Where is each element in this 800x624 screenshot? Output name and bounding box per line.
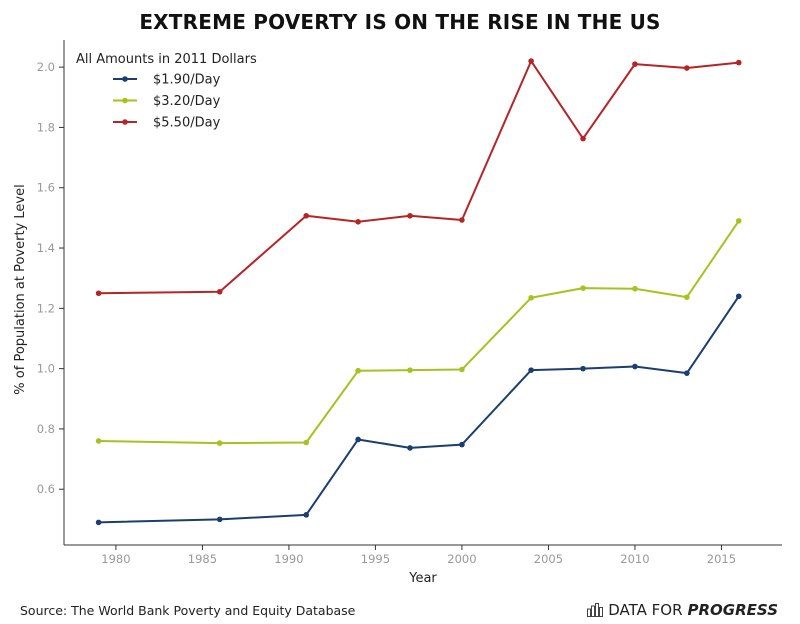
y-tick-label: 1.6 bbox=[37, 181, 55, 195]
legend-marker-3 bbox=[122, 119, 128, 125]
series-1-point bbox=[303, 512, 310, 518]
x-tick-label: 1980 bbox=[101, 552, 130, 566]
x-tick-label: 2000 bbox=[447, 552, 476, 566]
series-3-point bbox=[303, 212, 310, 219]
series-2-point bbox=[632, 285, 638, 292]
series-1-point bbox=[684, 370, 690, 376]
series-2-point bbox=[407, 367, 413, 373]
x-tick-label: 1995 bbox=[361, 552, 390, 566]
brand-prefix: DATA FOR bbox=[608, 601, 683, 619]
x-axis-label: Year bbox=[408, 571, 437, 586]
series-1-point bbox=[580, 365, 586, 372]
chart-title: EXTREME POVERTY IS ON THE RISE IN THE US bbox=[139, 10, 661, 34]
y-ticks: 0.6 0.8 1.0 1.2 1.4 1.6 1.8 2.0 bbox=[37, 60, 64, 496]
axes bbox=[63, 40, 782, 546]
series-2-point bbox=[684, 294, 690, 300]
x-tick-label: 1990 bbox=[274, 552, 303, 566]
series-2-point bbox=[735, 218, 742, 224]
legend: All Amounts in 2011 Dollars $1.90/Day $3.… bbox=[76, 52, 257, 131]
series-line-1 bbox=[98, 295, 740, 524]
legend-label-3: $5.50/Day bbox=[153, 116, 221, 131]
series-3-point bbox=[216, 288, 223, 295]
series-3-point bbox=[580, 135, 586, 142]
y-tick-label: 1.2 bbox=[37, 301, 55, 315]
y-tick-label: 2.0 bbox=[37, 60, 55, 74]
x-tick-label: 1985 bbox=[188, 552, 217, 566]
y-axis-label: % of Population at Poverty Level bbox=[13, 184, 28, 394]
legend-label-2: $3.20/Day bbox=[153, 94, 221, 109]
series-3-point bbox=[735, 59, 742, 66]
series-group bbox=[95, 58, 742, 526]
series-2-point bbox=[528, 294, 534, 301]
series-1-point bbox=[355, 436, 361, 443]
series-2-point bbox=[216, 440, 223, 446]
series-line-2 bbox=[98, 220, 740, 445]
y-tick-label: 0.6 bbox=[37, 482, 55, 496]
legend-label-1: $1.90/Day bbox=[153, 73, 221, 88]
series-3-point bbox=[632, 61, 638, 67]
series-1-point bbox=[216, 516, 223, 523]
series-2-point bbox=[459, 366, 465, 373]
brand-logo: DATA FOR PROGRESS bbox=[587, 601, 778, 619]
brand-strong: PROGRESS bbox=[687, 601, 778, 619]
source-note: Source: The World Bank Poverty and Equit… bbox=[20, 603, 356, 618]
series-1-point bbox=[632, 363, 638, 370]
series-2-point bbox=[303, 439, 310, 446]
series-3-point bbox=[95, 290, 102, 297]
x-tick-label: 2005 bbox=[534, 552, 563, 566]
series-3-point bbox=[459, 217, 465, 223]
x-tick-label: 2010 bbox=[620, 552, 649, 566]
bar-chart-icon bbox=[587, 603, 604, 617]
y-tick-label: 1.8 bbox=[37, 120, 55, 134]
series-1-point bbox=[459, 441, 465, 448]
series-2-point bbox=[355, 367, 361, 374]
series-3-point bbox=[355, 219, 361, 225]
series-3-point bbox=[528, 58, 534, 64]
y-tick-label: 0.8 bbox=[37, 422, 55, 436]
series-1-point bbox=[95, 519, 102, 526]
y-tick-label: 1.4 bbox=[37, 241, 55, 255]
series-2-point bbox=[580, 285, 586, 291]
x-tick-label: 2015 bbox=[707, 552, 736, 566]
legend-marker-1 bbox=[122, 76, 128, 82]
y-tick-label: 1.0 bbox=[37, 362, 55, 376]
legend-marker-2 bbox=[122, 97, 128, 104]
legend-title: All Amounts in 2011 Dollars bbox=[76, 52, 257, 67]
series-2-point bbox=[95, 438, 102, 444]
series-3-point bbox=[684, 65, 690, 71]
series-1-point bbox=[528, 367, 534, 373]
x-ticks: 1980 1985 1990 1995 2000 2005 2010 2015 bbox=[101, 545, 736, 566]
series-1-point bbox=[735, 293, 742, 300]
series-3-point bbox=[407, 212, 413, 219]
series-1-point bbox=[407, 445, 413, 451]
